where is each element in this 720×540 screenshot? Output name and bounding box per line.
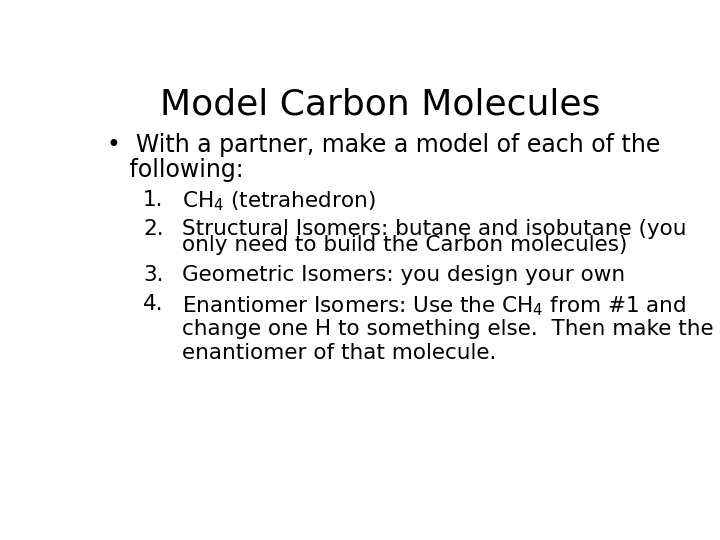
Text: change one H to something else.  Then make the: change one H to something else. Then mak… <box>182 319 714 339</box>
Text: enantiomer of that molecule.: enantiomer of that molecule. <box>182 343 497 363</box>
Text: 2.: 2. <box>143 219 163 239</box>
Text: 3.: 3. <box>143 265 163 285</box>
Text: CH$_\mathregular{4}$ (tetrahedron): CH$_\mathregular{4}$ (tetrahedron) <box>182 190 376 213</box>
Text: Enantiomer Isomers: Use the CH$_\mathregular{4}$ from #1 and: Enantiomer Isomers: Use the CH$_\mathreg… <box>182 294 686 318</box>
Text: only need to build the Carbon molecules): only need to build the Carbon molecules) <box>182 235 627 255</box>
Text: •  With a partner, make a model of each of the: • With a partner, make a model of each o… <box>107 133 660 157</box>
Text: Structural Isomers: butane and isobutane (you: Structural Isomers: butane and isobutane… <box>182 219 687 239</box>
Text: 4.: 4. <box>143 294 163 314</box>
Text: 1.: 1. <box>143 190 163 210</box>
Text: following:: following: <box>107 158 243 183</box>
Text: Geometric Isomers: you design your own: Geometric Isomers: you design your own <box>182 265 625 285</box>
Text: Model Carbon Molecules: Model Carbon Molecules <box>160 87 600 122</box>
